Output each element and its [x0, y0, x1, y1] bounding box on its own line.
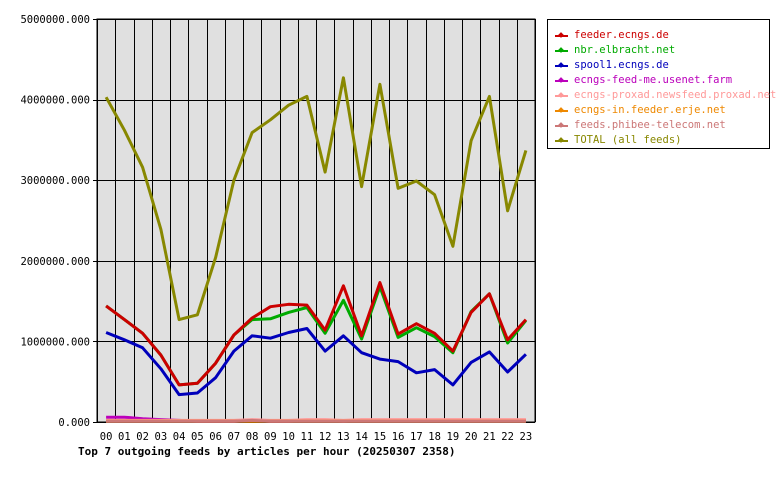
- x-tick-label: 00: [100, 431, 113, 443]
- series-line-spool1-ecngs-de: [105, 327, 527, 397]
- legend-label: nbr.elbracht.net: [574, 44, 676, 56]
- x-axis-ticks: 00 01 02 03 04 05 06 07 08 09 10 11 12 13 14 15 16 17 18 19…: [100, 431, 532, 443]
- legend-label: TOTAL (all feeds): [574, 134, 682, 146]
- legend-swatch-icon: [555, 65, 568, 67]
- legend-label: spool1.ecngs.de: [574, 59, 669, 71]
- x-tick-label: 12: [319, 431, 332, 443]
- x-tick-label: 21: [483, 431, 496, 443]
- legend-item: TOTAL (all feeds): [548, 133, 771, 148]
- x-tick-label: 22: [501, 431, 514, 443]
- chart-caption: Top 7 outgoing feeds by articles per hou…: [78, 445, 456, 458]
- legend-swatch-icon: [555, 125, 568, 127]
- legend-item: ecngs-in.feeder.erje.net: [548, 103, 771, 118]
- x-tick-label: 02: [136, 431, 149, 443]
- x-tick-label: 06: [209, 431, 222, 443]
- legend-swatch-icon: [555, 35, 568, 37]
- y-tick-label: 2000000.000: [20, 256, 90, 268]
- legend-swatch-icon: [555, 95, 568, 97]
- x-tick-label: 05: [191, 431, 204, 443]
- x-tick-label: 20: [465, 431, 478, 443]
- x-tick-label: 15: [374, 431, 387, 443]
- legend-swatch-icon: [555, 140, 568, 142]
- y-tick-label: 3000000.000: [20, 175, 90, 187]
- x-tick-label: 07: [228, 431, 241, 443]
- y-tick-label: 5000000.000: [20, 14, 90, 26]
- y-tick-label: 4000000.000: [20, 95, 90, 107]
- legend-item: spool1.ecngs.de: [548, 58, 771, 73]
- series-line-feeder-ecngs-de: [105, 281, 528, 387]
- legend-item: nbr.elbracht.net: [548, 43, 771, 58]
- y-tick-label: 1000000.000: [20, 336, 90, 348]
- series-line-total-all-feeds-: [104, 76, 528, 322]
- y-tick-label: 0.000: [58, 417, 90, 429]
- x-tick-label: 04: [173, 431, 186, 443]
- x-tick-label: 08: [246, 431, 259, 443]
- x-tick-label: 13: [337, 431, 350, 443]
- series-line-feeds-phibee-telecom-net: [106, 418, 526, 423]
- legend-item: ecngs-feed-me.usenet.farm: [548, 73, 771, 88]
- x-tick-label: 10: [282, 431, 295, 443]
- x-tick-label: 09: [264, 431, 277, 443]
- grid: [93, 19, 536, 423]
- x-tick-label: 16: [392, 431, 405, 443]
- legend-swatch-icon: [555, 80, 568, 82]
- legend-label: ecngs-proxad.newsfeed.proxad.net: [574, 89, 777, 101]
- legend-label: feeder.ecngs.de: [574, 29, 669, 41]
- x-tick-label: 19: [447, 431, 460, 443]
- legend-label: ecngs-feed-me.usenet.farm: [574, 74, 733, 86]
- y-axis-ticks: 0.000 1000000.000 2000000.000 3000000.000 40…: [20, 14, 90, 429]
- x-tick-label: 01: [118, 431, 131, 443]
- x-tick-label: 17: [410, 431, 423, 443]
- x-tick-label: 18: [428, 431, 441, 443]
- legend: feeder.ecngs.de nbr.elbracht.net spool1.ec…: [547, 19, 776, 149]
- series-lines: [104, 76, 528, 423]
- x-tick-label: 14: [355, 431, 368, 443]
- legend-item: feeds.phibee-telecom.net: [548, 118, 771, 133]
- x-tick-label: 23: [520, 431, 533, 443]
- legend-item: feeder.ecngs.de: [548, 28, 771, 43]
- x-tick-label: 03: [155, 431, 168, 443]
- legend-label: ecngs-in.feeder.erje.net: [574, 104, 726, 116]
- legend-swatch-icon: [555, 110, 568, 112]
- x-tick-label: 11: [301, 431, 314, 443]
- legend-item: ecngs-proxad.newsfeed.proxad.net: [548, 88, 776, 103]
- legend-label: feeds.phibee-telecom.net: [574, 119, 726, 131]
- legend-swatch-icon: [555, 50, 568, 52]
